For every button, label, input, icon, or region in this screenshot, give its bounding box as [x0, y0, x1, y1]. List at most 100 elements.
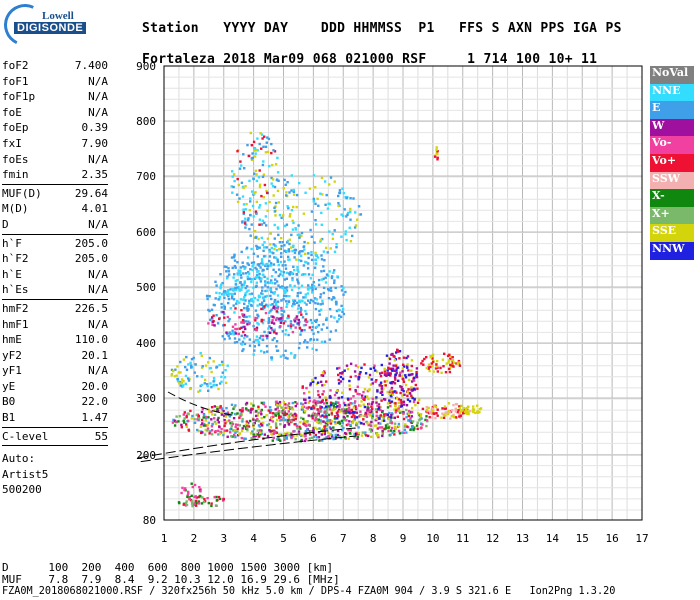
echo-pixel [280, 255, 283, 258]
echo-pixel [324, 203, 327, 206]
echo-pixel [253, 421, 256, 425]
echo-pixel [469, 409, 472, 413]
param-key: foF2 [2, 59, 29, 72]
echo-pixel [270, 246, 273, 250]
echo-pixel [314, 376, 317, 380]
echo-pixel [321, 414, 324, 417]
echo-pixel [449, 365, 453, 368]
echo-pixel [411, 420, 415, 423]
echo-pixel [262, 196, 265, 199]
echo-pixel [283, 289, 286, 292]
echo-pixel [396, 366, 400, 369]
echo-pixel [215, 383, 218, 387]
echo-pixel [275, 316, 278, 320]
echo-pixel [398, 405, 401, 408]
echo-pixel [227, 292, 231, 295]
echo-pixel [220, 310, 223, 314]
echo-pixel [447, 409, 450, 413]
echo-pixel [231, 422, 235, 426]
echo-pixel [284, 286, 287, 290]
echo-pixel [390, 422, 394, 425]
echo-pixel [320, 406, 323, 409]
echo-pixel [467, 412, 470, 416]
param-row: D N/A [2, 217, 108, 233]
echo-pixel [304, 319, 307, 323]
x-axis-ticks: 1 2 3 4 5 6 7 8 9 10 11 12 13 14 15 16 17 [161, 532, 649, 545]
echo-pixel [442, 413, 445, 416]
echo-pixel [371, 411, 374, 414]
echo-pixel [227, 289, 230, 292]
echo-pixel [457, 359, 461, 363]
echo-pixel [441, 407, 444, 410]
echo-pixel [218, 497, 222, 501]
echo-pixel [260, 303, 264, 306]
echo-pixel [265, 414, 268, 417]
echo-pixel [217, 421, 220, 424]
echo-pixel [328, 308, 332, 311]
echo-pixel [389, 404, 392, 408]
echo-pixel [297, 318, 300, 322]
echo-pixel [431, 409, 434, 412]
echo-pixel [290, 209, 294, 212]
param-row: hmE 110.0 [2, 332, 108, 348]
echo-pixel [259, 266, 262, 269]
echo-pixel [449, 355, 452, 358]
echo-pixel [287, 402, 291, 405]
echo-pixel [331, 237, 335, 240]
echo-pixel [235, 302, 238, 305]
echo-pixel [336, 429, 340, 433]
echo-pixel [284, 349, 287, 352]
echo-pixel [323, 410, 327, 413]
echo-pixel [400, 385, 403, 389]
echo-pixel [268, 255, 272, 258]
param-value: 2.35 [81, 168, 109, 182]
echo-pixel [260, 307, 263, 311]
echo-pixel [227, 334, 230, 338]
echo-pixel [262, 160, 265, 163]
echo-pixel [452, 403, 455, 407]
echo-pixel [325, 402, 328, 405]
echo-pixel [194, 363, 197, 366]
echo-pixel [252, 340, 255, 344]
header-label: S [491, 21, 500, 36]
echo-pixel [337, 318, 341, 321]
echo-pixel [316, 408, 319, 411]
echo-pixel [319, 296, 322, 299]
echo-pixel [325, 380, 328, 383]
echo-pixel [252, 436, 255, 439]
echo-pixel [360, 400, 363, 403]
echo-pixel [452, 415, 456, 419]
echo-pixel [334, 402, 337, 405]
echo-pixel [233, 259, 237, 262]
echo-pixel [343, 407, 346, 411]
echo-pixel [200, 410, 204, 414]
echo-pixel [349, 402, 352, 405]
echo-pixel [236, 273, 240, 276]
echo-pixel [225, 429, 229, 432]
echo-pixel [201, 407, 204, 411]
echo-pixel [320, 429, 323, 432]
echo-pixel [357, 432, 361, 435]
echo-pixel [185, 368, 189, 371]
echo-pixel [328, 183, 331, 186]
echo-pixel [215, 495, 218, 499]
echo-pixel [311, 273, 314, 277]
echo-pixel [292, 244, 295, 247]
echo-pixel [333, 415, 337, 418]
echo-pixel [220, 375, 223, 379]
echo-pixel [305, 312, 308, 316]
echo-pixel [322, 420, 325, 423]
echo-pixel [216, 408, 219, 411]
echo-pixel [269, 409, 273, 412]
echo-pixel [402, 380, 406, 383]
echo-pixel [285, 294, 288, 298]
echo-pixel [274, 271, 277, 274]
echo-pixel [274, 214, 277, 217]
echo-pixel [330, 419, 333, 423]
echo-pixel [399, 391, 402, 395]
echo-pixel [298, 236, 301, 239]
echo-pixel [315, 436, 319, 439]
echo-pixel [244, 292, 247, 295]
echo-pixel [283, 432, 286, 435]
echo-pixel [283, 438, 286, 441]
